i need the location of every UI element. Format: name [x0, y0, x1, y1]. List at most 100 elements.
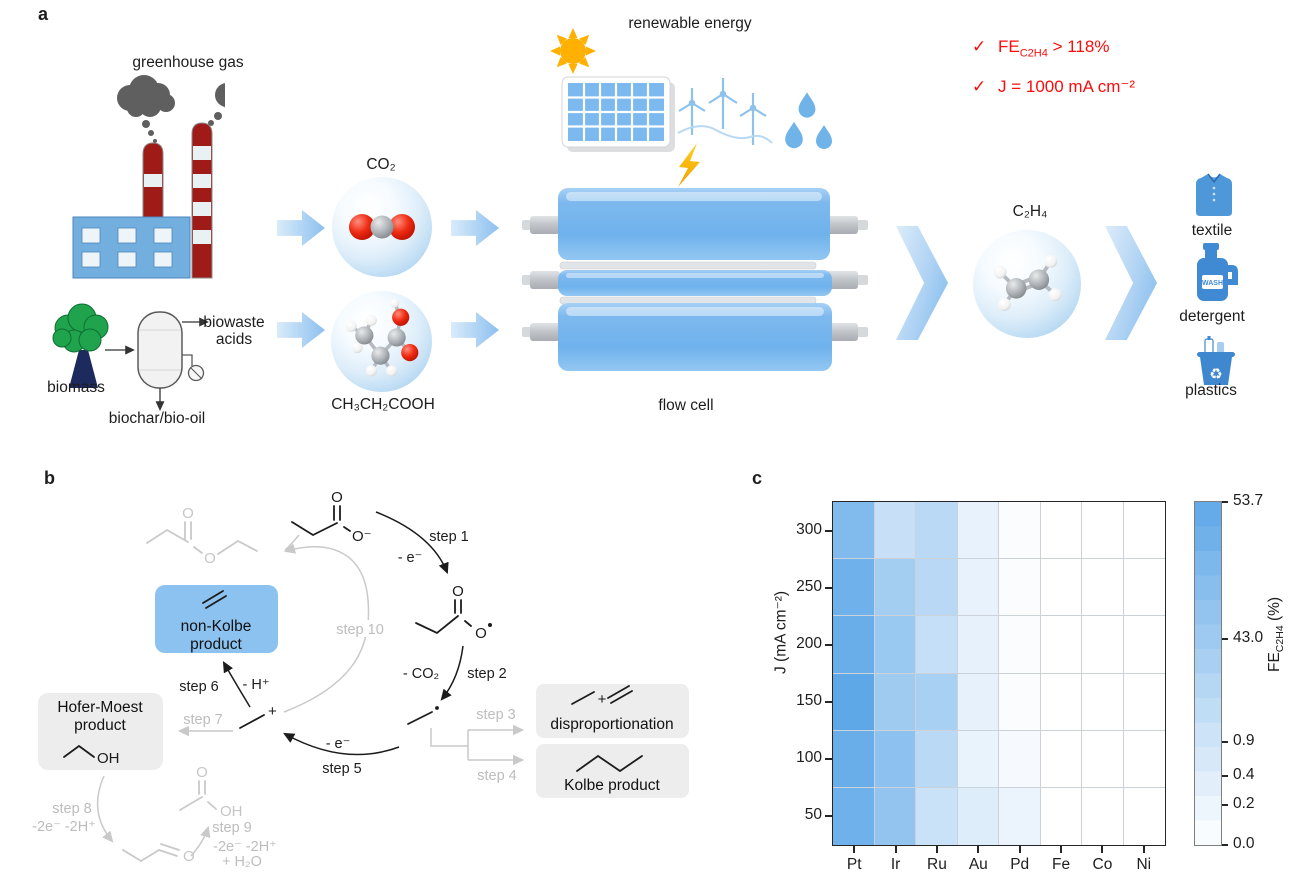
colorbar-tick-label: 53.7 — [1233, 491, 1264, 509]
water-drops-icon — [785, 92, 832, 149]
step6-loss-label: - H⁺ — [243, 677, 270, 693]
check-icon: ✓ — [972, 37, 987, 56]
step10-hook — [284, 534, 300, 551]
colorbar-tick-mark — [1222, 843, 1228, 846]
step5-label: step 5 — [322, 761, 362, 777]
step10-label-bg — [331, 620, 388, 637]
chimney-icon — [142, 122, 213, 279]
heatmap-cell — [957, 787, 999, 845]
recycle-symbol-icon: ♻ — [1209, 366, 1222, 383]
svg-text:O: O — [196, 764, 208, 781]
heatmap-grid — [833, 502, 1165, 845]
reactor-icon — [137, 311, 205, 389]
detergent-label: detergent — [1179, 308, 1245, 325]
step6-label: step 6 — [179, 679, 219, 695]
flow-arrow — [277, 210, 325, 246]
x-tick-mark — [853, 846, 856, 853]
svg-text:O: O — [475, 625, 487, 642]
heatmap-cell — [833, 559, 875, 617]
tree-icon — [52, 303, 109, 388]
y-tick-label: 250 — [796, 578, 822, 595]
colorbar-tick-label: 0.2 — [1233, 795, 1255, 813]
heatmap-cell — [874, 616, 916, 674]
colorbar-tick-mark — [1222, 774, 1228, 777]
heatmap-cell — [833, 730, 875, 788]
acyloxy-radical-structure: O O — [415, 583, 492, 642]
cell-separator — [559, 296, 817, 305]
propionate-anion-structure: O O⁻ — [291, 489, 372, 545]
heatmap-cell — [874, 787, 916, 845]
non-kolbe-label-line2: product — [190, 636, 242, 653]
step2-loss-label: - CO₂ — [403, 666, 439, 682]
kolbe-product-label: Kolbe product — [564, 777, 660, 794]
step8-arrow — [96, 775, 114, 843]
disproportionation-box: + disproportionation — [536, 684, 689, 738]
heatmap-cell — [1040, 730, 1082, 788]
biomass-reactor-icon — [52, 303, 209, 411]
heatmap-cell — [833, 787, 875, 845]
y-tick-label: 50 — [804, 806, 822, 823]
heatmap-cell — [1040, 673, 1082, 731]
ester-structure: O O — [146, 505, 258, 567]
heatmap-cell — [957, 502, 999, 560]
svg-text:+: + — [598, 691, 607, 708]
step9-water-label: + H₂O — [222, 854, 262, 870]
flow-arrow — [451, 312, 499, 348]
x-tick-mark — [1142, 846, 1145, 853]
heatmap-cell — [916, 673, 958, 731]
svg-text:O: O — [331, 489, 343, 506]
step8-loss-label: -2e⁻ -2H⁺ — [32, 819, 96, 835]
svg-text:O: O — [204, 550, 216, 567]
step10-label: step 10 — [336, 622, 384, 638]
renewable-energy-icons — [550, 28, 832, 187]
acetaldehyde-structure: O — [122, 843, 195, 865]
step5-arrow — [283, 732, 400, 756]
step2-label: step 2 — [467, 666, 507, 682]
step1-loss-label: - e⁻ — [398, 550, 423, 566]
biowaste-acids-label: biowaste acids — [203, 314, 265, 348]
flow-cell-slabs — [558, 188, 832, 371]
step7-label: step 7 — [183, 712, 223, 728]
lightning-icon — [678, 143, 700, 187]
x-tick-mark — [977, 846, 980, 853]
renewable-energy-label: renewable energy — [628, 15, 752, 32]
heatmap-cell — [1040, 787, 1082, 845]
heatmap-cell — [1082, 730, 1124, 788]
y-tick-label: 150 — [796, 692, 822, 709]
colorbar-tick-mark — [1222, 500, 1228, 503]
heatmap-cell — [1082, 616, 1124, 674]
x-tick-mark — [1101, 846, 1104, 853]
heatmap-cell — [999, 787, 1041, 845]
x-tick-label: Ir — [890, 856, 901, 873]
flow-arrow — [451, 210, 499, 246]
svg-text:O: O — [182, 505, 194, 522]
heatmap-cell — [874, 673, 916, 731]
wind-turbines-icon — [677, 78, 773, 145]
textile-shirt-icon — [1196, 173, 1232, 216]
hofer-label-line1: Hofer-Moest — [57, 699, 143, 716]
sun-icon — [550, 28, 596, 74]
co2-label: CO₂ — [366, 156, 396, 173]
y-tick-mark — [825, 758, 833, 760]
step1-label: step 1 — [429, 529, 469, 545]
solar-panel-icon — [561, 76, 675, 152]
biochar-label: biochar/bio-oil — [108, 410, 206, 427]
co2-molecule-icon — [349, 214, 415, 240]
heatmap-cell — [833, 502, 875, 560]
x-tick-label: Pd — [1010, 856, 1030, 873]
non-kolbe-product-box: non-Kolbe product — [155, 585, 278, 653]
heatmap-cell — [957, 730, 999, 788]
step2-arrow — [440, 645, 464, 701]
wash-text: WASH — [1202, 280, 1223, 287]
branch-connector — [430, 728, 468, 747]
x-tick-label: Ru — [927, 856, 947, 873]
svg-text:O: O — [183, 848, 195, 865]
step1-arrow — [375, 511, 449, 575]
y-tick-label: 100 — [796, 749, 822, 766]
textile-label: textile — [1191, 222, 1233, 239]
heatmap-cell — [874, 730, 916, 788]
mechanism-diagram: O O step 10 O O⁻ step 1 - e⁻ O O — [32, 489, 689, 870]
chevron-right-icon — [1105, 226, 1157, 340]
heatmap-cell — [916, 502, 958, 560]
